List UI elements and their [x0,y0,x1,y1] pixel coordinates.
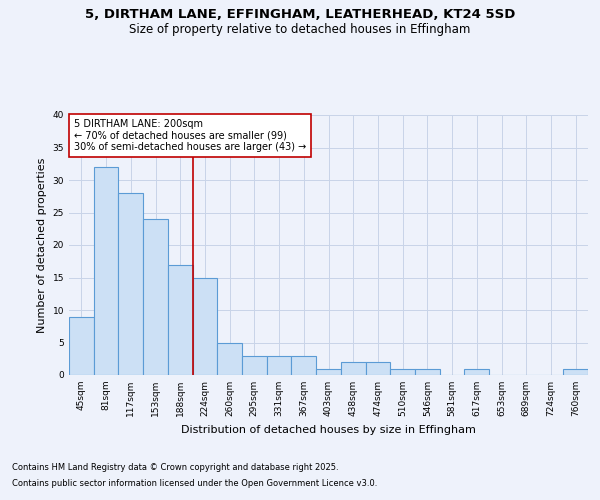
Bar [217,342,242,375]
Bar [341,362,365,375]
Bar [292,356,316,375]
Text: Size of property relative to detached houses in Effingham: Size of property relative to detached ho… [130,22,470,36]
Text: 5, DIRTHAM LANE, EFFINGHAM, LEATHERHEAD, KT24 5SD: 5, DIRTHAM LANE, EFFINGHAM, LEATHERHEAD,… [85,8,515,20]
Text: Contains public sector information licensed under the Open Government Licence v3: Contains public sector information licen… [12,478,377,488]
Bar [365,362,390,375]
Bar [563,368,588,375]
Bar [464,368,489,375]
Bar [168,264,193,375]
Bar [118,193,143,375]
Bar [193,278,217,375]
X-axis label: Distribution of detached houses by size in Effingham: Distribution of detached houses by size … [181,424,476,434]
Bar [242,356,267,375]
Bar [69,316,94,375]
Bar [267,356,292,375]
Bar [390,368,415,375]
Text: 5 DIRTHAM LANE: 200sqm
← 70% of detached houses are smaller (99)
30% of semi-det: 5 DIRTHAM LANE: 200sqm ← 70% of detached… [74,119,307,152]
Bar [316,368,341,375]
Bar [94,167,118,375]
Text: Contains HM Land Registry data © Crown copyright and database right 2025.: Contains HM Land Registry data © Crown c… [12,464,338,472]
Bar [143,219,168,375]
Bar [415,368,440,375]
Y-axis label: Number of detached properties: Number of detached properties [37,158,47,332]
